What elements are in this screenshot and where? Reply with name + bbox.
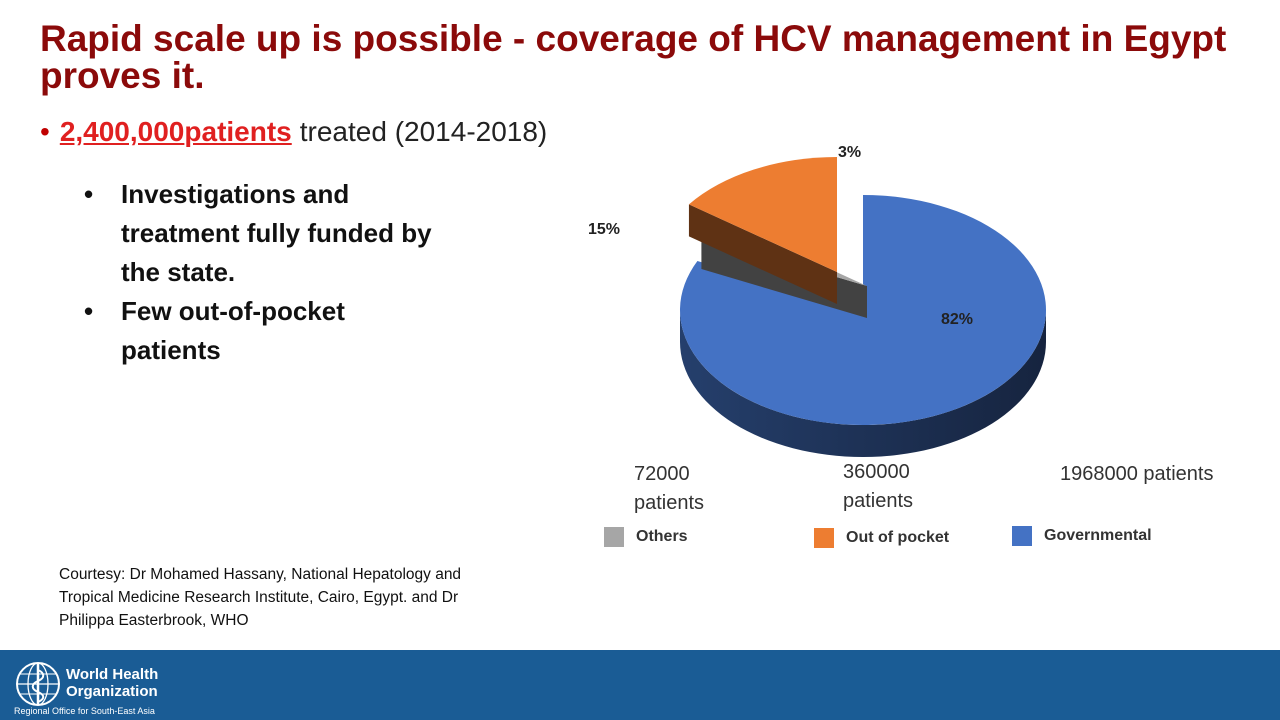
footer-bar: World Health Organization Regional Offic… [0,650,1280,720]
courtesy-note: Courtesy: Dr Mohamed Hassany, National H… [59,566,462,629]
pie-label-out-of-pocket: 15% [588,221,620,238]
sub-bullet-list: • Investigations and treatment fully fund… [84,175,444,370]
slide-title: Rapid scale up is possible - coverage of… [40,18,1227,96]
legend-swatch-others [604,527,624,547]
pie-slice-out-of-pocket [688,157,837,304]
patients-label-others: 72000 patients [634,463,705,514]
legend-label-governmental: Governmental [1044,527,1152,544]
main-bullet: • 2,400,000patients treated (2014-2018) [40,116,547,148]
legend-governmental: Governmental [1012,526,1152,546]
patients-word: patients [184,116,292,147]
pie-label-others: 3% [838,144,861,161]
bullet-dot: • [40,116,50,147]
pie-wall-out-of-pocket [688,204,837,304]
pie-label-governmental: 82% [941,311,973,328]
pie-top-out-of-pocket [688,157,837,272]
legend-swatch-out-of-pocket [814,528,834,548]
who-emblem-icon [16,662,60,706]
patients-label-out-of-pocket: 360000 patients [843,461,914,512]
pie-side-governmental [680,310,1046,457]
legend-others: Others [604,527,688,547]
who-regional-office: Regional Office for South-East Asia [14,706,155,716]
treated-period: treated (2014-2018) [299,116,548,147]
pie-chart: 3% 15% 82% [588,144,1046,457]
legend-label-out-of-pocket: Out of pocket [846,529,950,546]
legend-label-others: Others [636,528,688,545]
legend-out-of-pocket: Out of pocket [814,528,949,548]
sub-bullet-funding: • Investigations and treatment fully fund… [84,179,432,287]
sub-bullet-out-of-pocket: • Few out-of-pocket patients [84,296,345,365]
legend-swatch-governmental [1012,526,1032,546]
patients-count: 2,400,000 [59,116,185,147]
patients-label-governmental: 1968000 patients [1060,463,1214,485]
who-org-name: World Health Organization [66,666,159,700]
